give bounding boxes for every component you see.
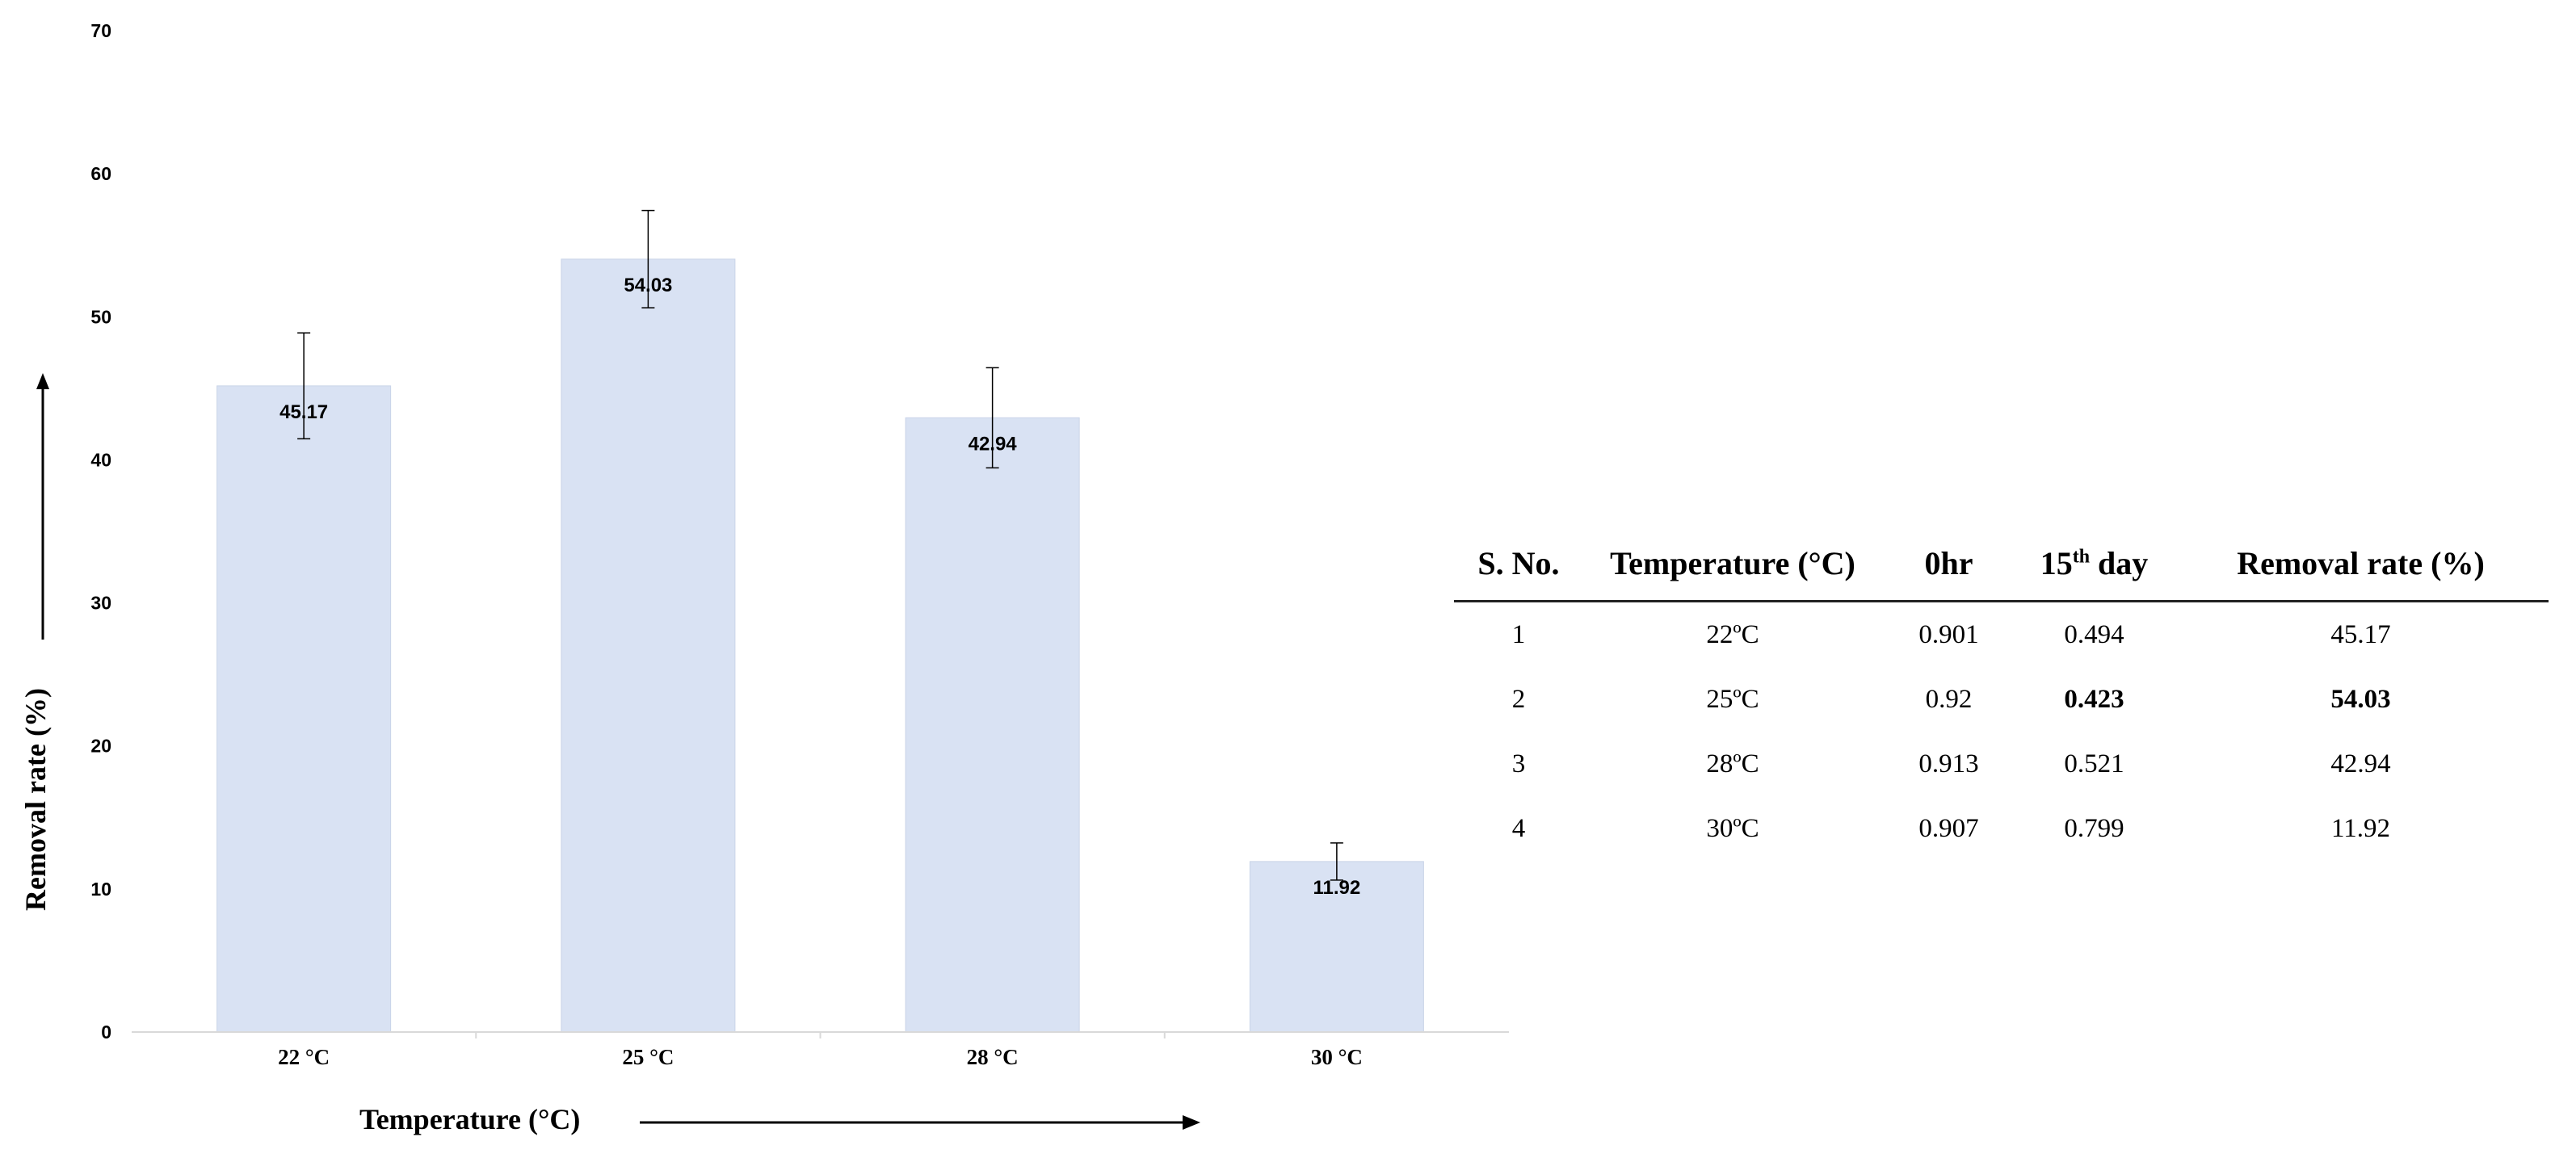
y-axis-title: Removal rate (%) [19,688,52,911]
cell-15th-day: 0.799 [2064,813,2124,843]
y-tick-label: 70 [90,20,111,41]
header-sno: S. No. [1477,545,1560,581]
header-0hr: 0hr [1924,545,1973,581]
header-removal-rate: Removal rate (%) [2237,545,2485,581]
y-tick-label: 10 [90,879,111,900]
table-row: 2 25ºC 0.92 0.423 54.03 [1454,667,2549,732]
bar [1249,861,1424,1033]
header-15th-day: 15th day [2015,541,2173,602]
x-axis-ticks: 22 °C 25 °C 28 °C 30 °C [278,1032,1363,1069]
cell-0hr: 0.913 [1918,749,1979,778]
x-tick-label: 25 °C [622,1045,674,1069]
table-row: 1 22ºC 0.901 0.494 45.17 [1454,602,2549,668]
cell-0hr: 0.92 [1925,684,1973,714]
y-tick-label: 50 [90,306,111,327]
y-tick-label: 30 [90,593,111,614]
data-labels: 45.17 54.03 42.94 11.92 [279,275,1360,899]
bar [216,385,392,1033]
header-15th-day-word: day [2090,545,2149,581]
cell-15th-day: 0.521 [2064,749,2124,778]
bar-chart: 0 10 20 30 40 50 60 70 22 °C 25 °C 28 °C 30 °C 45.… [19,20,1509,1135]
cell-removal-rate: 54.03 [2330,684,2391,714]
y-tick-label: 0 [101,1022,111,1043]
bar [561,258,736,1033]
cell-15th-day: 0.423 [2064,684,2124,714]
cell-removal-rate: 42.94 [2330,749,2391,778]
cell-temperature: 25ºC [1706,684,1759,714]
y-axis-arrow [36,373,49,640]
data-label: 45.17 [279,401,328,423]
table-row: 3 28ºC 0.913 0.521 42.94 [1454,732,2549,796]
header-temperature: Temperature (°C) [1610,545,1855,581]
table-header-row: S. No. Temperature (°C) 0hr 15th day Rem… [1454,541,2549,602]
x-axis-title: Temperature (°C) [359,1103,580,1135]
cell-temperature: 30ºC [1706,813,1759,843]
cell-sno: 4 [1511,813,1526,843]
header-15th-day-number: 15 [2040,545,2073,581]
x-tick-label: 28 °C [967,1045,1019,1069]
cell-removal-rate: 45.17 [2330,619,2391,649]
data-label: 11.92 [1313,877,1361,899]
results-table: S. No. Temperature (°C) 0hr 15th day Rem… [1454,541,2549,861]
data-label: 54.03 [624,275,672,296]
bar [905,417,1080,1033]
y-tick-label: 60 [90,163,111,184]
bars [216,258,1424,1033]
cell-sno: 3 [1511,749,1526,778]
cell-removal-rate: 11.92 [2330,813,2391,843]
table-row: 4 30ºC 0.907 0.799 11.92 [1454,796,2549,861]
y-axis-ticks: 0 10 20 30 40 50 60 70 [90,20,111,1043]
cell-0hr: 0.901 [1918,619,1979,649]
cell-sno: 1 [1511,619,1526,649]
cell-0hr: 0.907 [1918,813,1979,843]
cell-15th-day: 0.494 [2064,619,2124,649]
y-tick-label: 20 [90,736,111,757]
header-15th-day-suffix: th [2072,546,2091,568]
x-tick-label: 22 °C [278,1045,330,1069]
results-table-container: S. No. Temperature (°C) 0hr 15th day Rem… [1454,541,2549,861]
data-label: 42.94 [969,433,1018,455]
x-axis-arrow [640,1115,1200,1130]
y-tick-label: 40 [90,449,111,470]
error-bars [297,209,1343,881]
cell-sno: 2 [1511,684,1526,714]
cell-temperature: 28ºC [1706,749,1759,778]
x-tick-label: 30 °C [1311,1045,1363,1069]
cell-temperature: 22ºC [1706,619,1759,649]
